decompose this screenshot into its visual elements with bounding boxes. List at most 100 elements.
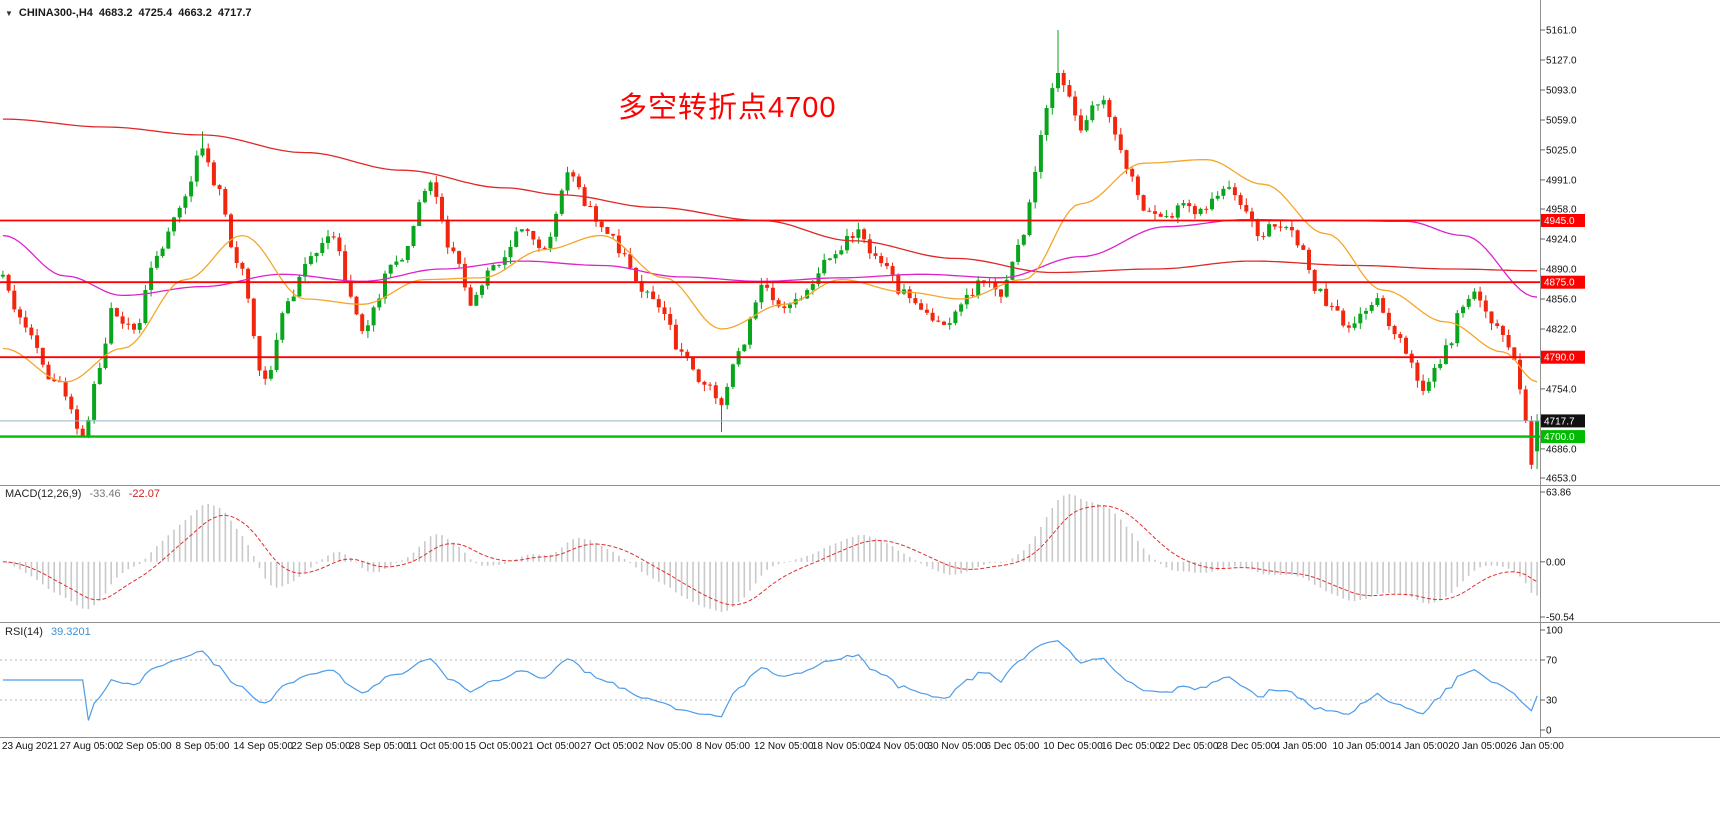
candle-body xyxy=(1404,337,1408,354)
candle-body xyxy=(1187,203,1192,207)
price-level-badge xyxy=(1541,275,1585,289)
candle-body xyxy=(959,304,964,312)
candle-body xyxy=(40,347,45,365)
candle-body xyxy=(1004,279,1009,297)
candle-body xyxy=(172,217,176,232)
candle-body xyxy=(394,261,399,265)
candle-body xyxy=(1107,100,1112,117)
candle-body xyxy=(691,357,695,370)
candle-body xyxy=(1466,298,1471,307)
candle-body xyxy=(109,308,114,344)
candle-body xyxy=(1033,171,1038,203)
candle-body xyxy=(1295,230,1300,246)
ma-slow-line xyxy=(2,118,1538,274)
price-level-badge-label: 4700.0 xyxy=(1544,432,1575,443)
candle-body xyxy=(662,307,667,314)
candle-body xyxy=(417,202,422,226)
candle-body xyxy=(1050,88,1055,108)
candle-body xyxy=(1038,135,1043,172)
candle-body xyxy=(1438,364,1443,368)
current-price-badge-label: 4717.7 xyxy=(1544,416,1575,427)
candle-body xyxy=(1386,312,1391,326)
ohlc-high: 4725.4 xyxy=(138,7,173,19)
candle-body xyxy=(177,207,182,218)
candle-body xyxy=(1364,310,1368,314)
candle-body xyxy=(913,298,918,304)
candle-body xyxy=(890,266,895,275)
candle-body xyxy=(845,236,849,251)
ma-medium-line xyxy=(2,218,1538,298)
candle-body xyxy=(52,379,57,382)
symbol-info-bar: ▼ CHINA300-,H4 4683.2 4725.4 4663.2 4717… xyxy=(5,7,252,19)
candle-body xyxy=(1181,203,1186,206)
candle-body xyxy=(1409,353,1414,363)
candle-body xyxy=(183,196,188,208)
candle-body xyxy=(1398,334,1403,338)
candle-body xyxy=(240,262,245,269)
candle-body xyxy=(97,368,102,384)
candle-body xyxy=(166,231,171,249)
candle-body xyxy=(360,314,365,332)
candle-body xyxy=(942,321,946,325)
candle-body xyxy=(827,258,832,260)
candle-body xyxy=(35,335,40,348)
candle-body xyxy=(907,289,912,299)
candle-body xyxy=(1307,249,1311,270)
candle-body xyxy=(1432,367,1437,382)
time-axis-label: 2 Nov 05:00 xyxy=(638,741,692,752)
candle-body xyxy=(405,246,410,260)
time-axis-label: 27 Oct 05:00 xyxy=(581,741,639,752)
candle-body xyxy=(1461,306,1465,314)
candle-body xyxy=(189,181,194,197)
candle-body xyxy=(12,290,17,310)
candle-body xyxy=(981,280,986,282)
candle-body xyxy=(976,280,981,296)
candle-body xyxy=(1124,150,1129,169)
candle-body xyxy=(440,196,444,220)
candle-body xyxy=(388,264,393,274)
candle-body xyxy=(149,267,154,290)
candle-body xyxy=(719,398,724,406)
candle-body xyxy=(428,182,433,191)
candle-body xyxy=(594,206,598,222)
candle-body xyxy=(924,309,929,313)
candle-body xyxy=(1238,195,1243,205)
candle-body xyxy=(1500,326,1505,335)
candle-body xyxy=(1067,85,1072,97)
candle-body xyxy=(776,300,781,307)
candle-body xyxy=(748,318,752,345)
candle-body xyxy=(1443,345,1448,364)
candle-body xyxy=(930,312,935,321)
candle-body xyxy=(1312,270,1317,291)
candle-body xyxy=(805,290,810,299)
candle-body xyxy=(1483,300,1488,312)
candle-body xyxy=(1318,288,1323,291)
candle-body xyxy=(1449,343,1454,346)
candle-body xyxy=(1210,198,1214,210)
candle-body xyxy=(782,306,787,309)
candle-body xyxy=(86,419,91,436)
candle-body xyxy=(936,320,941,322)
time-axis-label: 26 Jan 05:00 xyxy=(1506,741,1564,752)
candle-body xyxy=(75,409,79,429)
candle-body xyxy=(1118,134,1123,151)
price-axis-label: 4686.0 xyxy=(1546,444,1577,455)
candle-body xyxy=(1078,115,1083,131)
rsi-axis-label: 100 xyxy=(1546,626,1563,637)
candle-body xyxy=(1518,359,1522,390)
candle-body xyxy=(1250,211,1254,221)
symbol-dropdown-icon[interactable]: ▼ xyxy=(5,8,13,18)
price-axis-label: 4924.0 xyxy=(1546,235,1577,246)
annotation-text: 多空转折点4700 xyxy=(618,92,837,124)
candle-body xyxy=(1346,325,1351,328)
candle-body xyxy=(120,316,125,324)
time-axis-label: 11 Oct 05:00 xyxy=(407,741,464,752)
candle-body xyxy=(223,189,228,215)
candle-body xyxy=(468,287,473,306)
candle-body xyxy=(1192,206,1197,215)
candle-body xyxy=(1329,305,1334,307)
candle-body xyxy=(1289,227,1294,231)
candle-body xyxy=(246,268,251,299)
candle-body xyxy=(497,264,502,266)
